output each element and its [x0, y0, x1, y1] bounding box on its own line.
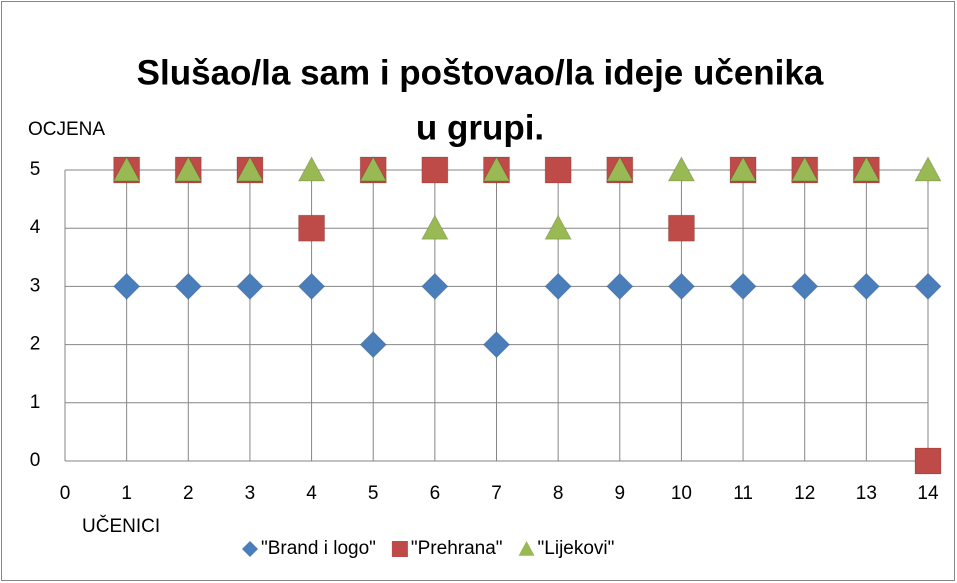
x-tick-label: 10 — [671, 483, 692, 504]
point — [914, 155, 942, 182]
point — [482, 155, 511, 182]
legend-label: "Lijekovi" — [538, 538, 615, 559]
x-tick-label: 1 — [121, 483, 132, 504]
point — [297, 272, 326, 301]
legend-marker — [242, 541, 258, 557]
x-tick-label: 0 — [60, 483, 71, 504]
point — [359, 155, 388, 182]
x-tick-label: 7 — [491, 483, 502, 504]
x-tick-label: 14 — [917, 483, 939, 504]
y-tick-label: 1 — [30, 392, 41, 413]
point — [236, 272, 264, 301]
x-tick-label: 6 — [430, 483, 441, 504]
point — [606, 272, 634, 301]
point — [605, 155, 634, 182]
x-axis-label: UČENICI — [82, 515, 160, 537]
point — [729, 272, 757, 301]
y-tick-label: 2 — [30, 334, 41, 355]
point — [112, 155, 141, 182]
legend-label: "Prehrana" — [411, 538, 503, 559]
x-tick-label: 11 — [733, 483, 753, 504]
point — [667, 272, 696, 301]
point — [297, 155, 326, 182]
point — [174, 272, 202, 301]
point — [236, 155, 264, 182]
point — [482, 330, 511, 359]
chart-title: Slušao/la sam i poštovao/la ideje učenik… — [137, 53, 824, 92]
point — [421, 272, 449, 301]
point — [914, 447, 942, 475]
point — [544, 156, 572, 184]
point — [112, 272, 141, 301]
legend-label: "Brand i logo" — [261, 538, 376, 559]
point — [852, 155, 881, 182]
x-tick-label: 5 — [368, 483, 379, 504]
point — [667, 155, 696, 182]
x-tick-label: 3 — [245, 483, 256, 504]
point — [298, 214, 326, 242]
x-tick-label: 4 — [306, 483, 317, 504]
point — [790, 155, 819, 182]
y-tick-label: 3 — [30, 275, 41, 296]
x-tick-label: 8 — [553, 483, 564, 504]
point — [729, 155, 757, 182]
point — [791, 272, 819, 301]
point — [667, 214, 695, 242]
x-tick-label: 9 — [614, 483, 625, 504]
legend-marker — [391, 541, 408, 557]
y-tick-label: 5 — [30, 159, 41, 180]
x-tick-label: 12 — [794, 483, 815, 504]
y-axis-label: OCJENA — [28, 119, 105, 140]
point — [914, 272, 942, 301]
point — [852, 272, 881, 301]
chart-title: u grupi. — [416, 108, 544, 147]
point — [359, 330, 387, 359]
point — [544, 214, 572, 240]
point — [421, 156, 449, 184]
x-tick-label: 13 — [856, 483, 877, 504]
point — [421, 214, 449, 240]
legend-marker — [518, 541, 535, 556]
x-tick-label: 2 — [183, 483, 194, 504]
y-tick-label: 4 — [30, 217, 41, 238]
point — [544, 272, 572, 301]
point — [174, 155, 203, 182]
y-tick-label: 0 — [30, 450, 41, 471]
